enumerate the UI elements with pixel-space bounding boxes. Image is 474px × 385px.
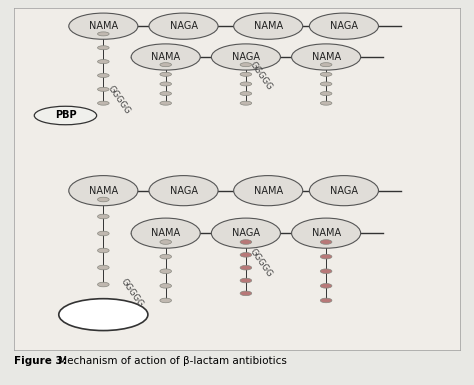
Circle shape [240,101,252,105]
Ellipse shape [211,218,281,248]
Ellipse shape [34,106,97,125]
Text: Figure 3:: Figure 3: [14,356,67,366]
Circle shape [98,74,109,77]
Text: NAMA: NAMA [151,52,180,62]
Ellipse shape [310,13,378,39]
Text: NAMA: NAMA [311,52,341,62]
Text: NAMA: NAMA [311,228,341,238]
Circle shape [98,282,109,287]
Circle shape [320,254,332,259]
Text: GGGGG: GGGGG [248,248,274,279]
Circle shape [240,291,252,296]
Circle shape [320,298,332,303]
Text: GGGGG: GGGGG [119,278,145,309]
Text: GGGGG: GGGGG [106,84,132,116]
Circle shape [98,197,109,202]
Circle shape [98,101,109,105]
Text: NAMA: NAMA [254,21,283,31]
Circle shape [160,63,172,67]
Circle shape [160,92,172,95]
Text: NAGA: NAGA [232,52,260,62]
Circle shape [240,253,252,257]
Circle shape [240,265,252,270]
Text: NAMA: NAMA [89,186,118,196]
Ellipse shape [149,13,218,39]
Text: NAGA: NAGA [170,21,198,31]
Circle shape [320,63,332,67]
Ellipse shape [69,13,138,39]
Ellipse shape [131,218,200,248]
Circle shape [98,87,109,91]
Text: NAGA: NAGA [232,228,260,238]
Circle shape [320,101,332,105]
Circle shape [320,269,332,273]
Ellipse shape [292,218,361,248]
Circle shape [98,265,109,270]
Circle shape [98,32,109,36]
Ellipse shape [131,44,200,70]
Circle shape [98,214,109,219]
Circle shape [320,72,332,76]
Ellipse shape [234,13,303,39]
Ellipse shape [59,299,148,331]
Ellipse shape [211,44,281,70]
Circle shape [320,82,332,86]
Circle shape [98,231,109,236]
Circle shape [98,46,109,50]
Ellipse shape [234,176,303,206]
Circle shape [320,283,332,288]
Circle shape [98,60,109,64]
Circle shape [160,269,172,273]
Text: NAMA: NAMA [254,186,283,196]
Text: PBP: PBP [55,110,76,121]
Circle shape [320,240,332,244]
Circle shape [160,298,172,303]
Text: NAMA: NAMA [89,21,118,31]
Circle shape [240,240,252,244]
Text: NAGA: NAGA [170,186,198,196]
Text: NAGA: NAGA [330,21,358,31]
Circle shape [160,254,172,259]
Circle shape [160,72,172,76]
Circle shape [160,240,172,244]
Circle shape [240,82,252,86]
Circle shape [160,101,172,105]
Text: GGGGG: GGGGG [248,60,274,91]
Circle shape [240,63,252,67]
Ellipse shape [310,176,378,206]
Text: NAGA: NAGA [330,186,358,196]
Circle shape [320,92,332,95]
Text: Mechanism of action of β-lactam antibiotics: Mechanism of action of β-lactam antibiot… [55,356,286,366]
Circle shape [98,248,109,253]
Circle shape [160,283,172,288]
Circle shape [240,92,252,95]
Circle shape [160,82,172,86]
Circle shape [240,72,252,76]
Ellipse shape [292,44,361,70]
Ellipse shape [149,176,218,206]
Ellipse shape [69,176,138,206]
Text: NAMA: NAMA [151,228,180,238]
Circle shape [240,278,252,283]
